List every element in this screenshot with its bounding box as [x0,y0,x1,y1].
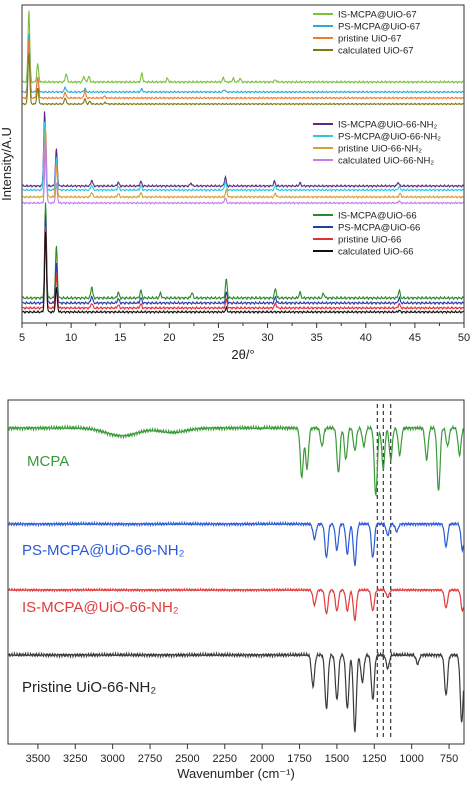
ftir-series-labels: MCPA PS-MCPA@UiO-66-NH₂ IS-MCPA@UiO-66-NH₂… [22,453,185,696]
xrd-series-ps-mcpa-uio-66-nh [22,121,464,192]
xrd-series-pristine-uio-66-nh [22,127,464,199]
xrd-panel: 5 10 15 20 25 30 35 40 45 50 IS-MCPA@UiO-67PS-MCP… [0,4,470,362]
xrd-traces [22,10,465,315]
ftir-x-tick-label: 1750 [287,753,311,765]
ftir-x-tick-label: 3500 [26,753,50,765]
ftir-traces [7,424,465,733]
xrd-x-ticks: 5 10 15 20 25 30 35 40 45 50 [19,323,470,344]
xrd-series-ps-mcpa-uio-67 [22,33,464,94]
ftir-x-tick-label: 2750 [138,753,162,765]
ftir-x-tick-label: 1250 [362,753,386,765]
ftir-x-ticks: 3500 3250 3000 2750 2500 2250 2000 1750 1500 1250… [26,744,458,765]
xrd-series-pristine-uio-66 [22,226,464,311]
xrd-series-is-mcpa-uio-66-nh [22,111,464,188]
ftir-series-label-ps-mcpa-uio-66-nh: PS-MCPA@UiO-66-NH₂ [22,542,185,559]
xrd-x-tick-label: 25 [212,332,224,344]
xrd-legend-label: pristine UiO-67 [338,34,401,45]
ftir-dashed-markers [376,404,392,740]
xrd-legend-label: PS-MCPA@UiO-66 [338,223,420,234]
xrd-series-is-mcpa-uio-67 [22,10,464,84]
ftir-x-tick-label: 750 [440,753,458,765]
ftir-x-tick-label: 3000 [100,753,124,765]
ftir-series-mcpa [7,424,464,498]
ftir-x-tick-label: 1500 [325,753,349,765]
ftir-x-tick-label: 2500 [175,753,199,765]
xrd-x-tick-label: 40 [360,332,372,344]
xrd-legend-label: calculated UiO-67 [338,46,414,57]
xrd-legend-label: PS-MCPA@UiO-67 [338,22,420,33]
ftir-x-tick-label: 2000 [250,753,274,765]
xrd-x-tick-label: 45 [409,332,421,344]
ftir-series-label-pristine-uio-66-nh: Pristine UiO-66-NH₂ [22,679,156,696]
xrd-series-ps-mcpa-uio-66 [22,214,464,306]
xrd-series-calculated-uio-66 [22,231,464,315]
xrd-legend-label: IS-MCPA@UiO-66-NH₂ [338,120,438,131]
xrd-y-axis-title: Intensity/A.U [0,127,14,201]
ftir-panel: 3500 3250 3000 2750 2500 2250 2000 1750 1500 1250… [7,399,465,781]
ftir-series-ps-mcpa-uio-66-nh [8,520,465,567]
xrd-x-tick-label: 30 [261,332,273,344]
ftir-series-is-mcpa-uio-66-nh [8,587,465,622]
xrd-x-tick-label: 10 [65,332,77,344]
ftir-x-tick-label: 3250 [63,753,87,765]
xrd-legend-label: calculated UiO-66 [338,247,414,258]
ftir-plot-frame [7,399,465,745]
xrd-series-pristine-uio-67 [22,39,464,100]
ftir-x-tick-label: 1000 [399,753,423,765]
xrd-x-axis-title: 2θ/° [231,347,254,362]
xrd-series-calculated-uio-66-nh [22,137,464,205]
xrd-legend-label: IS-MCPA@UiO-66 [338,211,417,222]
ftir-series-label-mcpa: MCPA [27,453,69,470]
xrd-x-tick-label: 50 [458,332,470,344]
ftir-series-pristine-uio-66-nh [8,651,465,733]
xrd-x-tick-label: 15 [114,332,126,344]
ftir-x-tick-label: 2250 [213,753,237,765]
ftir-x-axis-title: Wavenumber (cm⁻¹) [177,766,295,781]
xrd-legend-label: pristine UiO-66 [338,235,401,246]
xrd-legend-label: pristine UiO-66-NH₂ [338,144,422,155]
xrd-x-tick-label: 20 [163,332,175,344]
xrd-legend-label: PS-MCPA@UiO-66-NH₂ [338,132,441,143]
xrd-legend-label: IS-MCPA@UiO-67 [338,10,417,21]
xrd-series-is-mcpa-uio-66 [22,202,465,301]
xrd-series-calculated-uio-67 [22,53,464,106]
xrd-x-tick-label: 35 [311,332,323,344]
xrd-x-tick-label: 5 [19,332,25,344]
xrd-legend-label: calculated UiO-66-NH₂ [338,156,434,167]
ftir-series-label-is-mcpa-uio-66-nh: IS-MCPA@UiO-66-NH₂ [22,599,179,616]
